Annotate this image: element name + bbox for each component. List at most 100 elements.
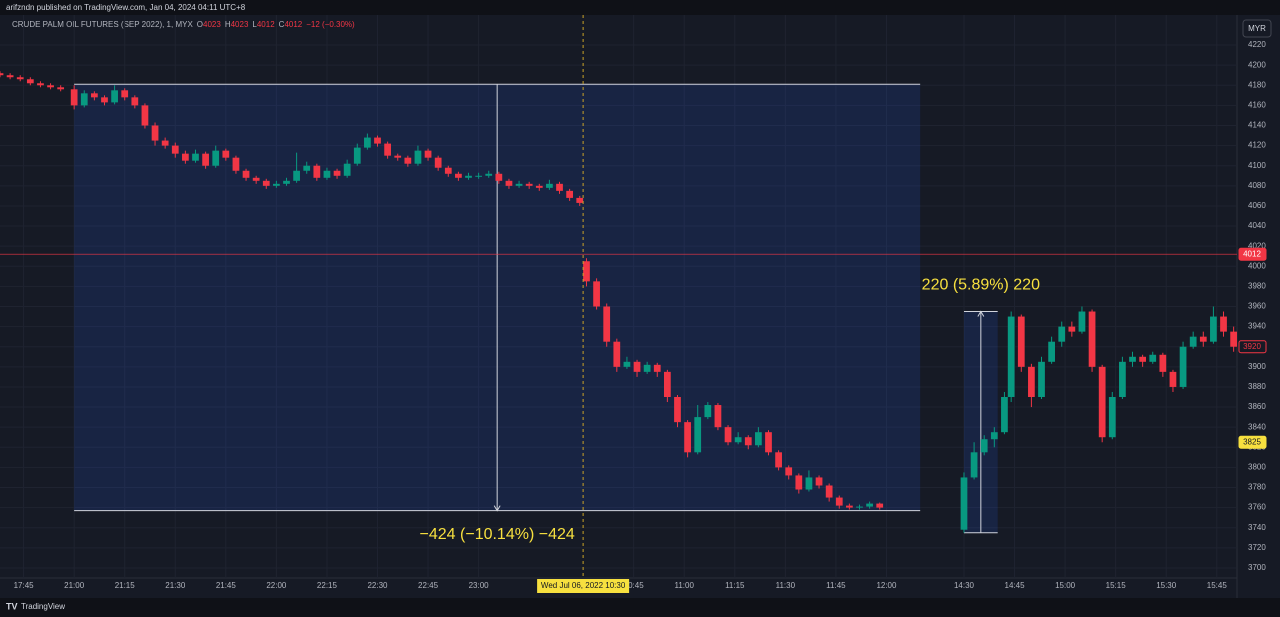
symbol-legend: CRUDE PALM OIL FUTURES (SEP 2022), 1, MY… xyxy=(12,20,193,29)
candle-body xyxy=(91,93,98,98)
y-tick-label: 4060 xyxy=(1248,201,1266,210)
candle-body xyxy=(1149,354,1157,362)
x-tick-label: 10:45 xyxy=(624,581,645,590)
candle-body xyxy=(1189,336,1197,347)
candle-body xyxy=(744,437,752,446)
candle-body xyxy=(643,364,651,372)
y-tick-label: 3780 xyxy=(1248,483,1266,492)
candle-body xyxy=(0,73,4,76)
y-tick-label: 3900 xyxy=(1248,362,1266,371)
candle-body xyxy=(775,452,782,468)
x-tick-label: 12:00 xyxy=(876,581,897,590)
y-tick-label: 4140 xyxy=(1248,121,1266,130)
candle-body xyxy=(70,89,78,106)
candle-body xyxy=(161,140,169,146)
candle-body xyxy=(1088,311,1096,367)
candle-body xyxy=(825,485,833,498)
y-tick-label: 3800 xyxy=(1248,462,1266,471)
x-tick-label: 15:30 xyxy=(1156,581,1177,590)
candle-body xyxy=(1119,361,1126,397)
x-tick-label: 22:45 xyxy=(418,581,439,590)
candle-body xyxy=(111,90,118,103)
y-tick-label: 3860 xyxy=(1248,402,1266,411)
measure-arrow-head xyxy=(493,505,501,512)
candle-body xyxy=(374,137,381,144)
y-tick-label: 4220 xyxy=(1248,40,1266,49)
candle-body xyxy=(121,90,129,98)
x-tick-label: 11:45 xyxy=(826,581,846,590)
candle-body xyxy=(664,371,671,397)
candle-body xyxy=(343,163,351,176)
candle-body xyxy=(593,281,600,307)
price-label: 3825 xyxy=(1243,437,1261,446)
candle-body xyxy=(535,185,543,188)
candle-body xyxy=(262,180,270,186)
candle-body xyxy=(515,183,523,186)
candle-body xyxy=(1078,311,1086,332)
y-tick-label: 4100 xyxy=(1248,161,1266,170)
x-tick-label: 22:15 xyxy=(317,581,338,590)
y-tick-label: 3880 xyxy=(1248,382,1266,391)
candle-body xyxy=(252,177,260,181)
candle-body xyxy=(1179,346,1187,387)
candle-body xyxy=(603,306,611,342)
grid: 3700372037403760378038003820384038603880… xyxy=(0,15,1266,590)
y-tick-label: 3700 xyxy=(1248,563,1266,572)
price-label: 3920 xyxy=(1243,342,1261,351)
candle-body xyxy=(876,503,884,508)
candle-body xyxy=(424,150,432,158)
candle-body xyxy=(182,153,189,161)
ohlc-key: L xyxy=(252,20,257,29)
candle-body xyxy=(16,77,24,80)
currency[interactable]: MYR xyxy=(1248,24,1266,33)
brand-logo: TV xyxy=(6,601,18,611)
x-tick-label: 22:00 xyxy=(266,581,287,590)
candle-body xyxy=(684,422,691,453)
x-tick-label: 15:15 xyxy=(1106,581,1127,590)
candle-body xyxy=(242,170,250,178)
candle-body xyxy=(1068,326,1076,332)
candle-body xyxy=(364,137,371,148)
candle-body xyxy=(613,341,621,367)
candle-body xyxy=(1139,356,1146,362)
candle-body xyxy=(583,261,590,282)
candle-body xyxy=(404,157,412,164)
candle-body xyxy=(1210,316,1217,342)
measure-label: −424 (−10.14%) −424 xyxy=(420,526,575,543)
candle-body xyxy=(623,361,631,367)
candle-body xyxy=(414,150,422,164)
candle-body xyxy=(866,503,873,507)
candle-body xyxy=(495,173,503,181)
ohlc-key: C xyxy=(279,20,285,29)
candle-body xyxy=(846,505,853,508)
candle-body xyxy=(694,417,702,453)
y-tick-label: 4000 xyxy=(1248,261,1266,270)
candle-body xyxy=(131,97,139,106)
currency-button[interactable] xyxy=(1242,19,1272,38)
candle-body xyxy=(141,105,149,126)
candle-body xyxy=(566,190,573,198)
candle-body xyxy=(37,83,44,86)
candle-body xyxy=(485,173,493,176)
candle-body xyxy=(990,432,998,440)
candle-body xyxy=(755,432,762,446)
candle-body xyxy=(212,150,220,166)
ohlc-value: 4012 xyxy=(284,20,302,29)
price-label: 4012 xyxy=(1243,249,1261,258)
x-tick-label: 21:30 xyxy=(165,581,186,590)
y-tick-label: 3940 xyxy=(1248,322,1266,331)
candle-body xyxy=(1028,366,1035,397)
candle-body xyxy=(455,173,462,178)
header-bar xyxy=(0,0,1280,15)
candle-body xyxy=(171,145,179,154)
candle-body xyxy=(653,364,661,372)
candle-body xyxy=(1199,336,1207,342)
price-label-box xyxy=(1238,340,1267,354)
ohlc-key: H xyxy=(225,20,231,29)
candle-body xyxy=(856,506,863,508)
candle-body xyxy=(714,405,722,428)
candle-body xyxy=(313,165,321,178)
x-tick-label: 21:00 xyxy=(64,581,85,590)
